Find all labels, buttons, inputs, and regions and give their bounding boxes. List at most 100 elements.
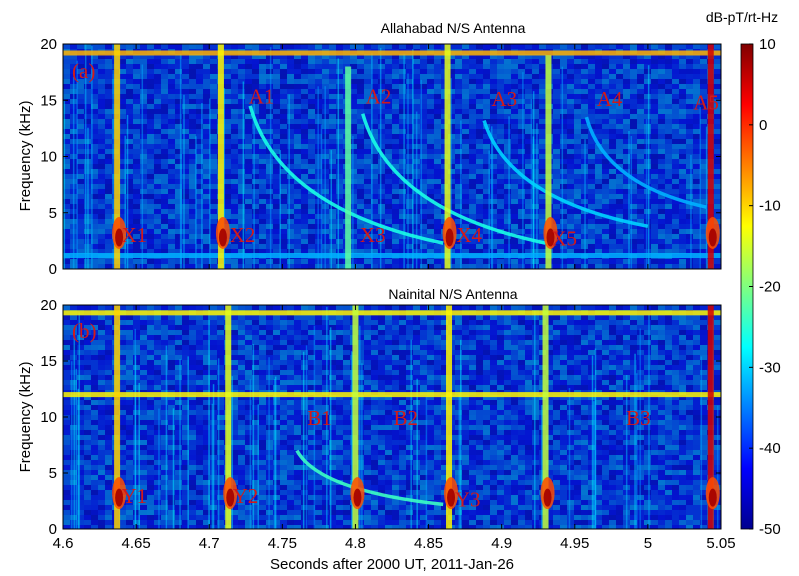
heatmap-cell: [574, 54, 581, 59]
heatmap-cell: [308, 74, 315, 79]
heatmap-cell: [490, 154, 497, 159]
heatmap-cell: [595, 234, 602, 239]
heatmap-cell: [203, 104, 210, 109]
heatmap-cell: [63, 99, 70, 104]
heatmap-cell: [259, 209, 266, 214]
heatmap-cell: [546, 325, 553, 330]
heatmap-cell: [427, 264, 434, 269]
heatmap-cell: [371, 114, 378, 119]
heatmap-cell: [196, 194, 203, 199]
heatmap-cell: [644, 229, 651, 234]
heatmap-cell: [714, 74, 721, 79]
heatmap-cell: [539, 149, 546, 154]
heatmap-cell: [91, 229, 98, 234]
heatmap-cell: [574, 174, 581, 179]
heatmap-cell: [385, 244, 392, 249]
heatmap-cell: [518, 144, 525, 149]
heatmap-cell: [357, 84, 364, 89]
heatmap-cell: [168, 114, 175, 119]
heatmap-cell: [441, 149, 448, 154]
heatmap-cell: [224, 159, 231, 164]
heatmap-cell: [392, 239, 399, 244]
heatmap-cell: [406, 139, 413, 144]
heatmap-cell: [518, 99, 525, 104]
heatmap-cell: [630, 320, 637, 325]
heatmap-cell: [203, 134, 210, 139]
heatmap-cell: [266, 109, 273, 114]
heatmap-cell: [98, 330, 105, 335]
heatmap-cell: [98, 229, 105, 234]
heatmap-cell: [714, 94, 721, 99]
heatmap-cell: [336, 134, 343, 139]
heatmap-cell: [175, 129, 182, 134]
heatmap-cell: [637, 174, 644, 179]
heatmap-cell: [147, 174, 154, 179]
heatmap-cell: [329, 44, 336, 49]
heatmap-cell: [455, 325, 462, 330]
heatmap-cell: [539, 119, 546, 124]
heatmap-cell: [483, 44, 490, 49]
heatmap-cell: [392, 224, 399, 229]
heatmap-cell: [210, 315, 217, 320]
heatmap-cell: [119, 194, 126, 199]
heatmap-cell: [126, 54, 133, 59]
heatmap-cell: [126, 164, 133, 169]
heatmap-cell: [651, 89, 658, 94]
heatmap-cell: [651, 84, 658, 89]
heatmap-cell: [420, 44, 427, 49]
heatmap-cell: [441, 129, 448, 134]
heatmap-cell: [154, 84, 161, 89]
heatmap-cell: [595, 209, 602, 214]
heatmap-cell: [77, 69, 84, 74]
annotation-label: A5: [693, 90, 719, 114]
heatmap-cell: [301, 179, 308, 184]
heatmap-cell: [553, 315, 560, 320]
heatmap-cell: [287, 69, 294, 74]
heatmap-cell: [168, 315, 175, 320]
heatmap-cell: [630, 84, 637, 89]
heatmap-cell: [420, 305, 427, 310]
heatmap-cell: [630, 325, 637, 330]
heatmap-cell: [658, 114, 665, 119]
heatmap-cell: [343, 335, 350, 340]
heatmap-cell: [567, 239, 574, 244]
heatmap-cell: [595, 330, 602, 335]
heatmap-cell: [357, 139, 364, 144]
heatmap-cell: [581, 69, 588, 74]
heatmap-cell: [469, 239, 476, 244]
heatmap-cell: [595, 99, 602, 104]
heatmap-cell: [560, 249, 567, 254]
heatmap-cell: [651, 209, 658, 214]
heatmap-cell: [154, 320, 161, 325]
heatmap-cell: [238, 119, 245, 124]
heatmap-cell: [686, 74, 693, 79]
heatmap-cell: [287, 229, 294, 234]
heatmap-cell: [609, 144, 616, 149]
heatmap-cell: [532, 74, 539, 79]
heatmap-cell: [231, 84, 238, 89]
heatmap-cell: [259, 335, 266, 340]
heatmap-cell: [567, 124, 574, 129]
heatmap-cell: [714, 44, 721, 49]
heatmap-cell: [385, 124, 392, 129]
heatmap-cell: [210, 199, 217, 204]
heatmap-cell: [245, 99, 252, 104]
heatmap-cell: [574, 149, 581, 154]
heatmap-cell: [560, 264, 567, 269]
heatmap-cell: [91, 124, 98, 129]
heatmap-cell: [308, 129, 315, 134]
heatmap-cell: [637, 59, 644, 64]
heatmap-cell: [616, 59, 623, 64]
heatmap-cell: [518, 74, 525, 79]
heatmap-cell: [357, 320, 364, 325]
heatmap-cell: [168, 174, 175, 179]
heatmap-cell: [322, 79, 329, 84]
heatmap-cell: [231, 124, 238, 129]
heatmap-cell: [105, 305, 112, 310]
heatmap-cell: [98, 79, 105, 84]
heatmap-cell: [161, 99, 168, 104]
heatmap-cell: [511, 229, 518, 234]
heatmap-cell: [175, 264, 182, 269]
heatmap-cell: [70, 330, 77, 335]
heatmap-cell: [385, 79, 392, 84]
